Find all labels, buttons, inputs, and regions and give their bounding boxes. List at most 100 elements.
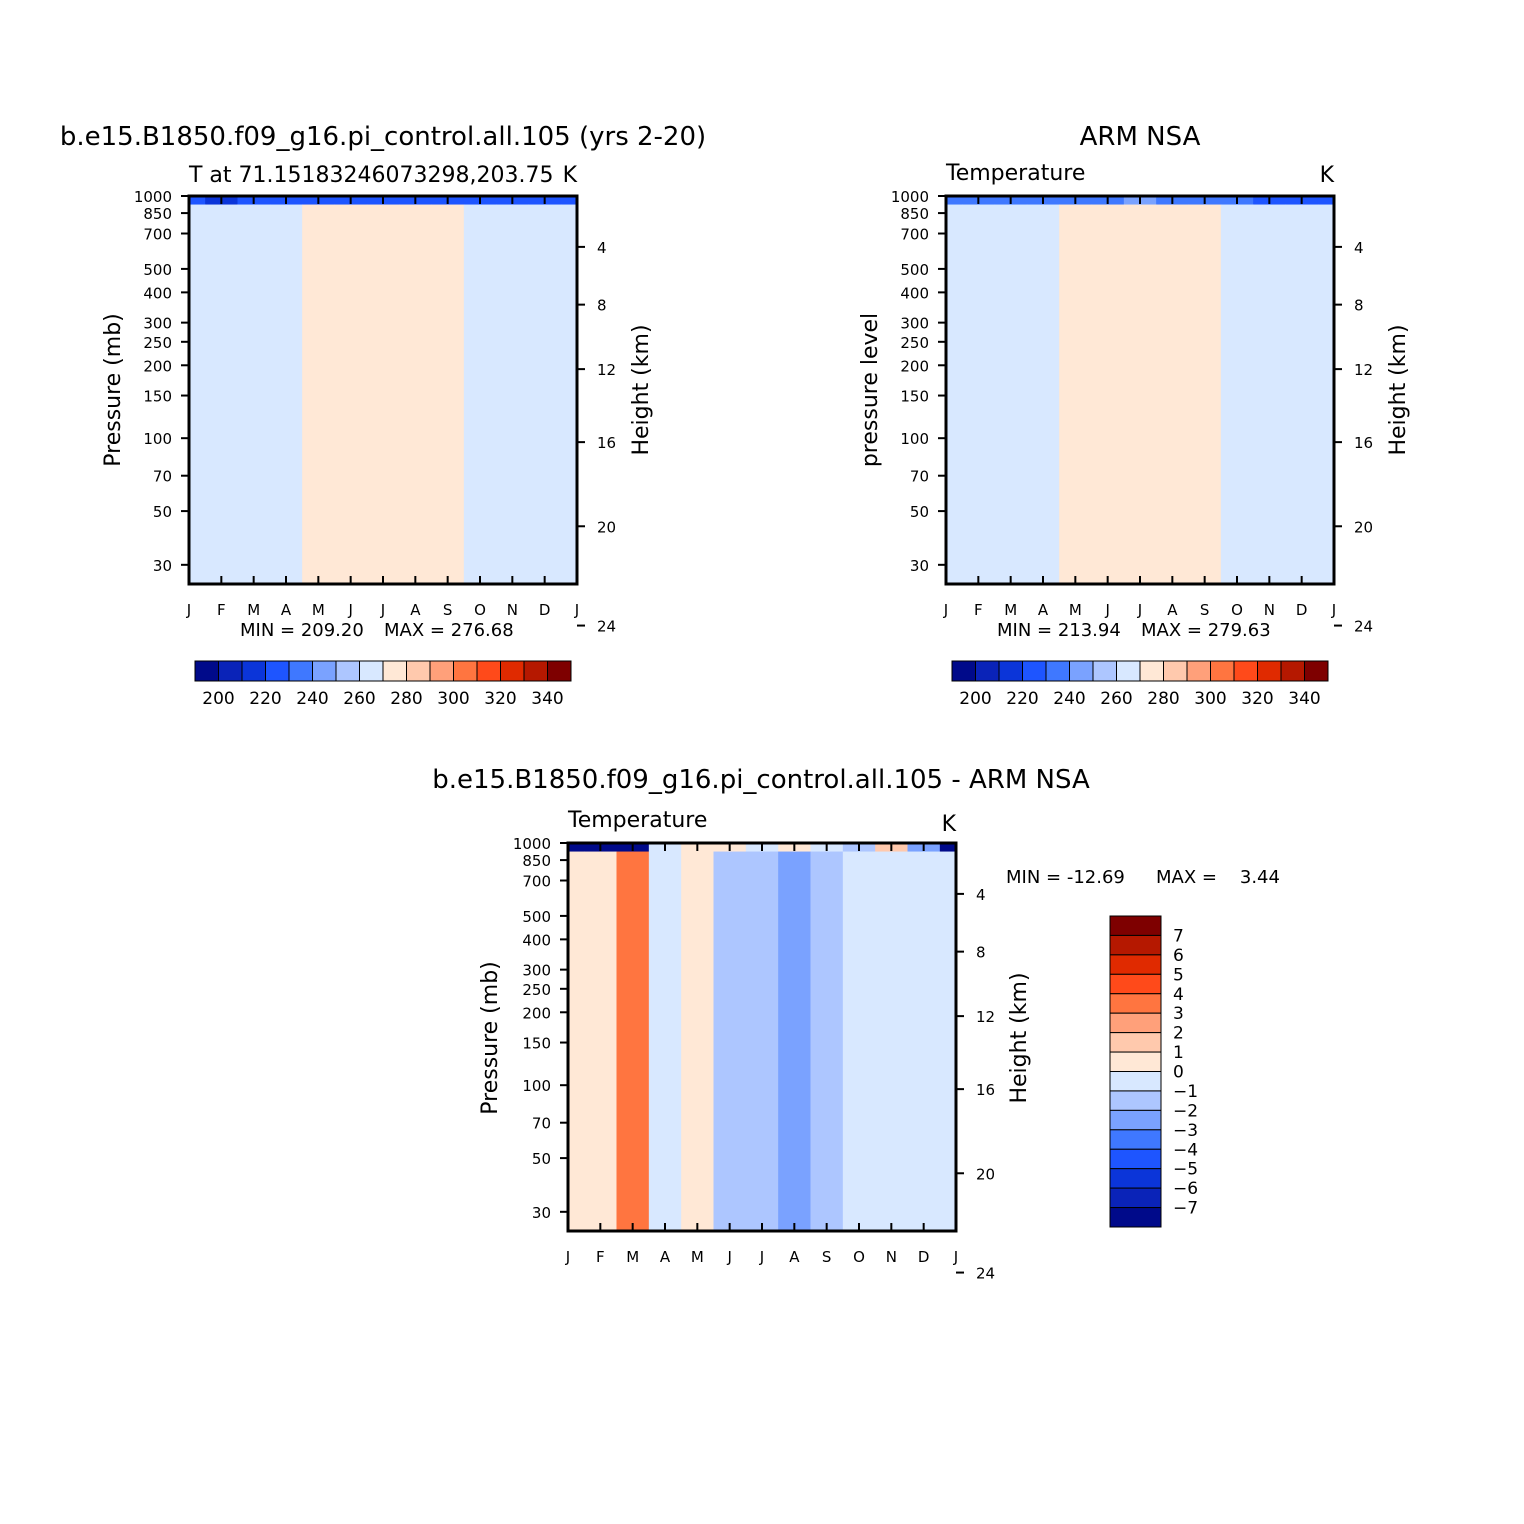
- obs-cell: [1026, 204, 1060, 585]
- diff-ytick-label: 30: [532, 1204, 551, 1222]
- model-ytick-right-label: 8: [597, 297, 607, 315]
- diff-ytick-right-label: 20: [976, 1165, 995, 1183]
- model-cell: [431, 204, 465, 585]
- diff-colorbar-label: −5: [1173, 1160, 1198, 1180]
- model-right-label: K: [563, 163, 578, 188]
- diff-colorbar-swatch: [1109, 993, 1162, 1014]
- obs-colorbar-swatch: [1139, 660, 1164, 682]
- diff-cell: [616, 851, 650, 1232]
- model-cell: [496, 204, 530, 585]
- obs-left-label: Temperature: [945, 161, 1085, 186]
- obs-colorbar-swatch: [1233, 660, 1258, 682]
- diff-colorbar-label: 4: [1173, 985, 1184, 1005]
- model-left-label: T at 71.15183246073298,203.75: [188, 163, 553, 188]
- diff-ytick-right-label: 16: [976, 1081, 995, 1099]
- obs-ytick-label: 700: [900, 226, 929, 244]
- model-colorbar-swatch: [335, 660, 360, 682]
- diff-colorbar-swatch: [1109, 1071, 1162, 1092]
- obs-ytick-label: 100: [900, 430, 929, 448]
- obs-right-label: K: [1320, 163, 1335, 188]
- diff-ytick-label: 250: [522, 981, 551, 999]
- model-xtick-label: J: [574, 601, 579, 619]
- model-colorbar-swatch: [453, 660, 478, 682]
- obs-title: ARM NSA: [1080, 122, 1201, 152]
- obs-panel: ARM NSA Temperature K J F M A M J J A S O N D J 30 50 7…: [858, 122, 1411, 709]
- obs-colorbar-label: 260: [1100, 689, 1132, 709]
- diff-ytick-right-label: 8: [976, 944, 986, 962]
- model-ytick-label: 200: [143, 357, 172, 375]
- diff-ytick-label: 50: [532, 1150, 551, 1168]
- obs-xtick-label: N: [1264, 601, 1275, 619]
- model-ytick-label: 30: [153, 557, 172, 575]
- model-colorbar-label: 220: [249, 689, 281, 709]
- obs-xtick-label: J: [1331, 601, 1336, 619]
- model-cell: [189, 204, 206, 585]
- obs-cell: [1188, 204, 1222, 585]
- obs-contour-fill: [946, 196, 1335, 585]
- model-cell: [560, 204, 578, 585]
- model-colorbar-swatch: [406, 660, 431, 682]
- diff-max-label: MAX = 3.44: [1156, 867, 1280, 888]
- diff-colorbar-label: −7: [1173, 1199, 1198, 1219]
- model-colorbar-swatch: [476, 660, 501, 682]
- diff-cell: [939, 851, 957, 1232]
- model-xtick-label: J: [380, 601, 385, 619]
- model-colorbar-swatch: [500, 660, 525, 682]
- model-xtick-label: N: [507, 601, 518, 619]
- obs-xtick-label: O: [1231, 601, 1243, 619]
- obs-cell: [1156, 204, 1190, 585]
- obs-xtick-label: F: [974, 601, 983, 619]
- obs-xtick-label: M: [1004, 601, 1017, 619]
- obs-cell: [1317, 204, 1335, 585]
- obs-colorbar-swatch: [1257, 660, 1282, 682]
- model-min-label: MIN = 209.20: [240, 620, 364, 641]
- diff-ylabel: Pressure (mb): [478, 961, 503, 1115]
- model-panel: b.e15.B1850.f09_g16.pi_control.all.105 (…: [60, 122, 706, 709]
- obs-cell: [1091, 204, 1125, 585]
- diff-panel: b.e15.B1850.f09_g16.pi_control.all.105 -…: [432, 765, 1280, 1283]
- model-colorbar-label: 340: [531, 689, 563, 709]
- obs-ytick-label: 400: [900, 284, 929, 302]
- obs-ytick-label: 500: [900, 261, 929, 279]
- diff-colorbar-label: 0: [1173, 1063, 1184, 1083]
- diff-colorbar-swatch: [1109, 1187, 1162, 1209]
- model-colorbar-swatch: [288, 660, 313, 682]
- diff-colorbar-label: 5: [1173, 965, 1184, 985]
- obs-ytick-label: 150: [900, 388, 929, 406]
- model-cell: [334, 204, 368, 585]
- obs-ytick-label: 70: [910, 468, 929, 486]
- model-max-label: MAX = 276.68: [384, 620, 514, 641]
- obs-colorbar-label: 340: [1288, 689, 1320, 709]
- model-ytick-label: 250: [143, 334, 172, 352]
- model-cell: [269, 204, 303, 585]
- model-colorbar-swatch: [312, 660, 337, 682]
- model-ytick-right-label: 4: [597, 239, 607, 257]
- model-ytick-label: 500: [143, 261, 172, 279]
- model-cell: [302, 204, 336, 585]
- model-ylabel: Pressure (mb): [101, 313, 126, 467]
- diff-cell: [875, 851, 909, 1232]
- obs-xtick-label: A: [1167, 601, 1178, 619]
- obs-colorbar-swatch: [1022, 660, 1047, 682]
- diff-ytick-label: 500: [522, 908, 551, 926]
- model-ytick-label: 100: [143, 430, 172, 448]
- model-colorbar-swatch: [429, 660, 454, 682]
- diff-xtick-label: J: [953, 1248, 958, 1266]
- diff-cell: [568, 851, 585, 1232]
- model-colorbar-label: 320: [484, 689, 516, 709]
- obs-colorbar-swatch: [1163, 660, 1188, 682]
- obs-xtick-label: D: [1296, 601, 1308, 619]
- model-colorbar-swatch: [523, 660, 548, 682]
- diff-ytick-right-label: 12: [976, 1008, 995, 1026]
- diff-colorbar-label: −3: [1173, 1121, 1198, 1141]
- obs-xtick-label: A: [1038, 601, 1049, 619]
- model-title: b.e15.B1850.f09_g16.pi_control.all.105 (…: [60, 122, 706, 152]
- model-colorbar-swatch: [359, 660, 384, 682]
- obs-ytick-label: 50: [910, 503, 929, 521]
- diff-xtick-label: J: [726, 1248, 731, 1266]
- obs-xtick-label: J: [1104, 601, 1109, 619]
- model-xtick-label: S: [443, 601, 453, 619]
- model-colorbar-swatch: [265, 660, 290, 682]
- model-ytick-label: 50: [153, 503, 172, 521]
